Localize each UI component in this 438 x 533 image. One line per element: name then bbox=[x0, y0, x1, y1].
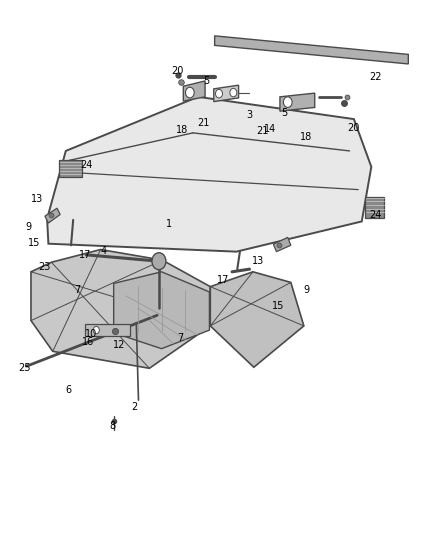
Polygon shape bbox=[365, 197, 385, 217]
Text: 21: 21 bbox=[198, 118, 210, 128]
Text: 21: 21 bbox=[256, 126, 268, 136]
Polygon shape bbox=[273, 237, 291, 252]
Polygon shape bbox=[31, 249, 210, 368]
Text: 5: 5 bbox=[203, 76, 209, 86]
Text: 2: 2 bbox=[131, 402, 137, 412]
Text: 1: 1 bbox=[166, 219, 172, 229]
Circle shape bbox=[185, 87, 194, 98]
Text: 3: 3 bbox=[247, 110, 253, 120]
Polygon shape bbox=[214, 85, 239, 102]
Text: 17: 17 bbox=[217, 274, 230, 285]
Text: 7: 7 bbox=[74, 285, 81, 295]
Text: 24: 24 bbox=[80, 160, 92, 169]
Text: 9: 9 bbox=[303, 285, 309, 295]
Polygon shape bbox=[280, 93, 315, 111]
Polygon shape bbox=[47, 97, 371, 252]
Text: 18: 18 bbox=[300, 132, 312, 142]
Text: 24: 24 bbox=[370, 209, 382, 220]
Text: 6: 6 bbox=[66, 384, 72, 394]
Text: 18: 18 bbox=[176, 125, 188, 135]
Polygon shape bbox=[85, 324, 130, 336]
Circle shape bbox=[283, 97, 292, 108]
Text: 15: 15 bbox=[28, 238, 40, 248]
Text: 4: 4 bbox=[101, 246, 107, 256]
Text: 13: 13 bbox=[32, 193, 44, 204]
Text: 17: 17 bbox=[79, 250, 91, 260]
Polygon shape bbox=[215, 36, 408, 64]
Text: 10: 10 bbox=[85, 329, 97, 339]
Polygon shape bbox=[210, 272, 304, 367]
Text: 5: 5 bbox=[281, 108, 287, 118]
Text: 8: 8 bbox=[110, 421, 116, 431]
Polygon shape bbox=[45, 208, 60, 223]
Circle shape bbox=[215, 90, 223, 98]
Text: 23: 23 bbox=[39, 262, 51, 271]
Text: 9: 9 bbox=[26, 222, 32, 232]
Text: 16: 16 bbox=[82, 337, 95, 348]
Text: 15: 15 bbox=[272, 301, 284, 311]
Polygon shape bbox=[114, 272, 209, 349]
Circle shape bbox=[230, 88, 237, 97]
Circle shape bbox=[93, 326, 99, 334]
Text: 22: 22 bbox=[369, 72, 382, 82]
Text: 25: 25 bbox=[18, 364, 30, 373]
Text: 7: 7 bbox=[177, 333, 183, 343]
Text: 20: 20 bbox=[171, 67, 184, 76]
Text: 13: 13 bbox=[252, 256, 264, 266]
Circle shape bbox=[152, 253, 166, 270]
Polygon shape bbox=[59, 160, 82, 177]
Text: 20: 20 bbox=[348, 123, 360, 133]
Text: 14: 14 bbox=[264, 124, 276, 134]
Polygon shape bbox=[184, 81, 205, 101]
Text: 12: 12 bbox=[113, 340, 125, 350]
